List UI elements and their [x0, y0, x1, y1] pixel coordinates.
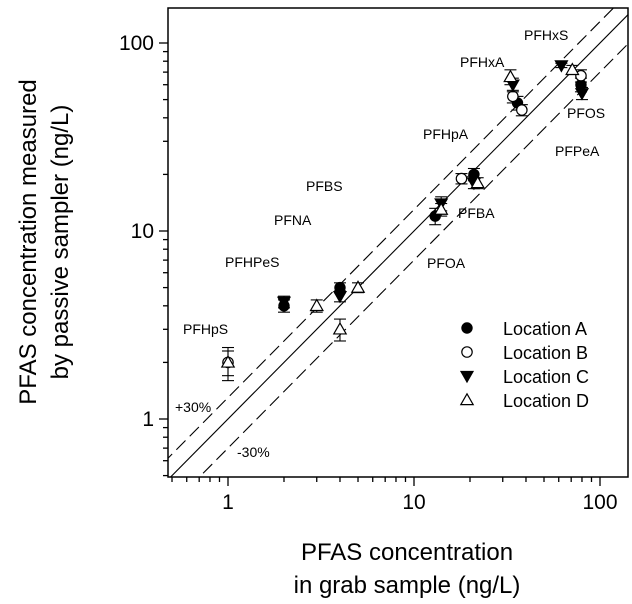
legend-label-location-b: Location B	[503, 343, 588, 363]
point-location-d	[433, 202, 449, 215]
point-location-b	[455, 172, 468, 185]
legend-label-location-a: Location A	[503, 319, 587, 339]
point-location-d	[503, 69, 518, 83]
point-location-c	[332, 291, 348, 304]
x-tick-label: 100	[582, 491, 617, 514]
annotation-pfhpa: PFHpA	[423, 126, 469, 142]
annotation-pfoa: PFOA	[427, 255, 466, 271]
plot-frame	[167, 7, 629, 478]
annotation-pfbs: PFBS	[306, 178, 343, 194]
annotation-pfhxa: PFHxA	[460, 54, 505, 70]
point-location-d	[470, 175, 485, 189]
line-minus-30	[198, 43, 628, 477]
point-location-c	[574, 88, 590, 101]
y-axis-title-line-1: PFAS concentration measured	[15, 79, 42, 405]
annotation-pfhpes: PFHPeS	[225, 254, 279, 270]
point-location-c	[276, 296, 292, 310]
x-tick-label: 1	[222, 491, 234, 514]
annotation-pfba: PFBA	[458, 205, 495, 221]
point-location-d	[220, 354, 236, 368]
annotation-pfos: PFOS	[567, 105, 605, 121]
annotation-pfhxs: PFHxS	[524, 27, 568, 43]
y-axis-title-line-2: by passive sampler (ng/L)	[47, 105, 74, 380]
legend-label-location-d: Location D	[503, 391, 589, 411]
y-tick-label: 100	[119, 32, 154, 55]
annotation-pfna: PFNA	[274, 212, 312, 228]
legend-symbol-location-b	[461, 346, 473, 358]
point-location-d	[565, 62, 580, 76]
x-axis-title-line-1: PFAS concentration	[301, 539, 513, 566]
axis-ticks: 1 10 100 1 10 100	[119, 32, 618, 514]
legend-symbol-location-a	[461, 322, 473, 334]
line-plus-30	[168, 8, 615, 460]
label-minus-30: -30%	[237, 444, 270, 460]
annotation-pfpea: PFPeA	[555, 143, 600, 159]
legend-symbol-location-c	[459, 370, 475, 384]
legend: Location A Location B Location C Locatio…	[459, 319, 589, 411]
point-location-d	[350, 280, 366, 293]
point-location-b	[516, 104, 528, 116]
line-one-to-one	[169, 13, 628, 477]
point-location-d	[309, 298, 324, 312]
point-location-c	[554, 60, 569, 73]
point-location-b	[507, 90, 519, 103]
point-location-d	[332, 321, 348, 335]
y-tick-label: 1	[142, 408, 154, 431]
annotation-pfhps: PFHpS	[183, 321, 228, 337]
x-tick-label: 10	[402, 491, 425, 514]
data-points	[220, 60, 590, 382]
legend-label-location-c: Location C	[503, 367, 589, 387]
y-tick-label: 10	[131, 220, 154, 243]
label-plus-30: +30%	[175, 399, 211, 415]
x-axis-title-line-2: in grab sample (ng/L)	[294, 572, 521, 599]
legend-symbol-location-d	[459, 392, 475, 406]
reference-lines	[168, 8, 628, 477]
